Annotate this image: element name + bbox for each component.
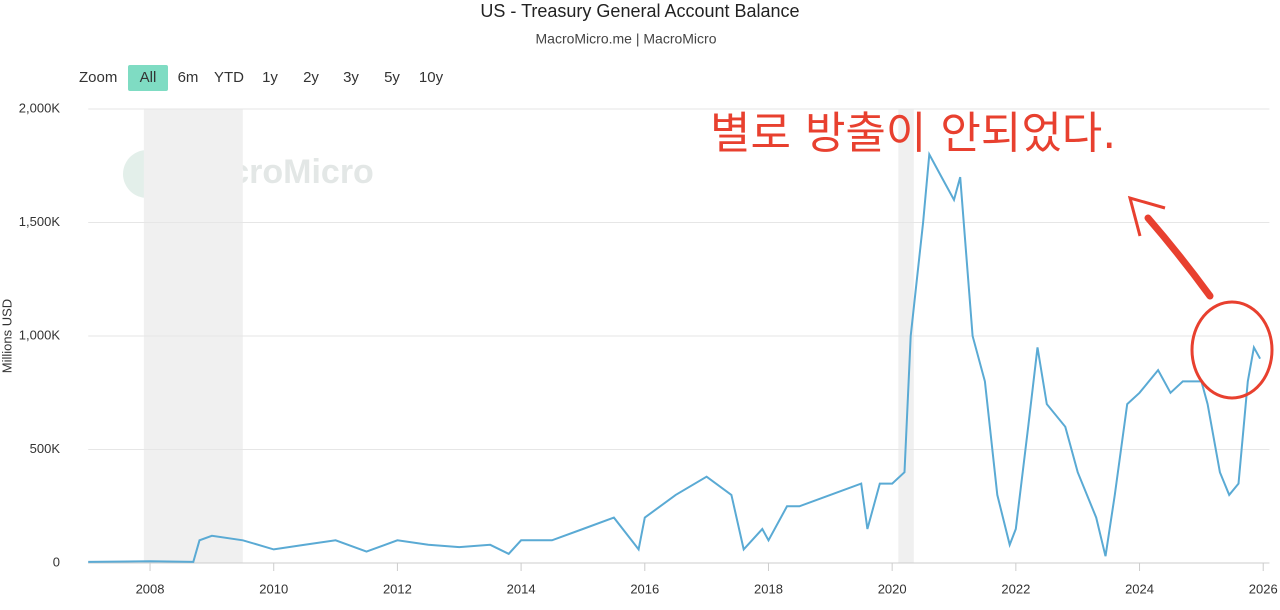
range-button[interactable]: 2y xyxy=(303,69,319,86)
y-axis-label: Millions USD xyxy=(0,299,14,373)
range-button-bg xyxy=(128,65,168,91)
data-line xyxy=(88,151,1261,563)
y-tick-label: 0 xyxy=(53,554,60,569)
x-tick-label: 2022 xyxy=(1001,581,1030,596)
range-button[interactable]: 3y xyxy=(343,69,359,86)
range-button[interactable]: All xyxy=(140,69,157,86)
range-button[interactable]: 1y xyxy=(262,69,278,86)
x-tick-label: 2010 xyxy=(259,581,288,596)
x-tick-label: 2014 xyxy=(507,581,536,596)
x-tick-label: 2008 xyxy=(136,581,165,596)
x-tick-label: 2024 xyxy=(1125,581,1154,596)
x-tick-label: 2020 xyxy=(878,581,907,596)
y-tick-label: 500K xyxy=(30,441,61,456)
annotation: 별로 방출이 안되었다. xyxy=(710,108,1116,159)
x-tick-label: 2018 xyxy=(754,581,783,596)
annotation-circle xyxy=(1190,300,1274,400)
range-button[interactable]: YTD xyxy=(214,69,244,86)
range-button[interactable]: 10y xyxy=(419,69,444,86)
range-button[interactable]: 5y xyxy=(384,69,400,86)
zoom-label: Zoom xyxy=(79,69,117,86)
chart-title: US - Treasury General Account Balance xyxy=(480,1,799,21)
range-button[interactable]: 6m xyxy=(178,69,199,86)
y-tick-label: 2,000K xyxy=(19,100,61,115)
x-tick-label: 2016 xyxy=(630,581,659,596)
x-tick-label: 2026 xyxy=(1249,581,1278,596)
chart-subtitle: MacroMicro.me | MacroMicro xyxy=(536,31,717,47)
annotation-arrowhead xyxy=(1127,195,1166,237)
y-tick-label: 1,000K xyxy=(19,327,61,342)
y-tick-label: 1,500K xyxy=(19,214,61,229)
annotation-arrow xyxy=(1144,214,1214,300)
x-tick-label: 2012 xyxy=(383,581,412,596)
